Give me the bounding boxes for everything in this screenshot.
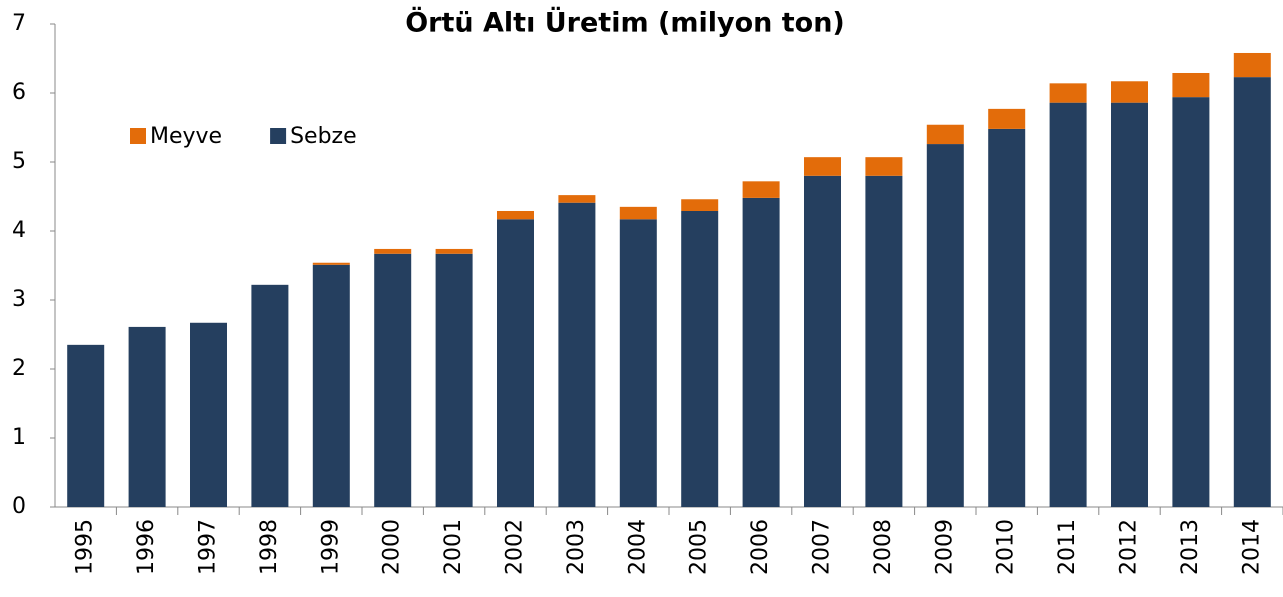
bar-segment — [497, 219, 534, 507]
bar-segment — [865, 157, 903, 176]
y-tick-label: 4 — [12, 218, 26, 243]
x-tick-label: 1996 — [134, 519, 159, 575]
bar-segment — [926, 124, 964, 145]
y-tick-label: 5 — [12, 149, 26, 174]
bar-segment — [374, 253, 412, 507]
bar-segment — [926, 144, 964, 507]
x-tick-label: 1997 — [196, 519, 221, 575]
bar-segment — [804, 175, 841, 508]
bar-segment — [1172, 72, 1210, 98]
x-tick-label: 2003 — [564, 519, 589, 575]
bar-segment — [312, 262, 350, 265]
bar-segment — [312, 264, 350, 507]
bar-segment — [619, 206, 657, 220]
x-tick-label: 2007 — [810, 519, 835, 575]
bar-segment — [497, 210, 534, 220]
bar-segment — [558, 202, 596, 507]
y-tick-label: 6 — [12, 80, 26, 105]
bar-segment — [619, 219, 657, 507]
legend-label: Sebze — [290, 124, 357, 149]
bar-segment — [1233, 77, 1271, 507]
x-tick-label: 2006 — [748, 519, 773, 575]
legend-swatch — [130, 128, 146, 144]
chart-title: Örtü Altı Üretim (milyon ton) — [405, 6, 845, 39]
bar-segment — [1111, 102, 1148, 507]
x-tick-label: 2011 — [1055, 519, 1080, 575]
bar-segment — [681, 210, 719, 508]
x-tick-label: 1998 — [257, 519, 282, 575]
x-tick-label: 2000 — [380, 519, 405, 575]
bar-segment — [742, 181, 780, 198]
x-tick-label: 2010 — [994, 519, 1019, 575]
bar-segment — [988, 108, 1026, 129]
y-tick-label: 0 — [12, 494, 26, 519]
bar-segment — [1233, 52, 1271, 78]
bar-segment — [1111, 81, 1148, 103]
bar-segment — [1172, 97, 1210, 507]
legend-label: Meyve — [150, 124, 222, 149]
bar-segment — [128, 326, 166, 507]
bar-segment — [374, 248, 412, 254]
x-tick-label: 1999 — [318, 519, 343, 575]
bar-segment — [251, 284, 289, 507]
bar-segment — [988, 128, 1026, 507]
bar-segment — [681, 199, 719, 211]
bar-segment — [1049, 83, 1087, 103]
y-tick-label: 7 — [12, 11, 26, 36]
x-tick-label: 2013 — [1178, 519, 1203, 575]
bar-segment — [67, 344, 105, 507]
x-tick-label: 2005 — [687, 519, 712, 575]
bar-segment — [804, 157, 841, 176]
x-tick-label: 2001 — [441, 519, 466, 575]
bar-segment — [742, 197, 780, 507]
bar-segment — [865, 175, 903, 508]
bar-segment — [558, 195, 596, 203]
bar-segment — [435, 248, 473, 254]
bar-segment — [190, 322, 227, 507]
y-tick-label: 2 — [12, 356, 26, 381]
bar-segment — [435, 253, 473, 507]
legend-swatch — [270, 128, 287, 144]
x-tick-label: 2008 — [871, 519, 896, 575]
x-tick-label: 2004 — [625, 519, 650, 575]
bar-segment — [1049, 102, 1087, 507]
x-tick-label: 2009 — [932, 519, 957, 575]
y-tick-label: 1 — [12, 425, 26, 450]
x-tick-label: 2002 — [503, 519, 528, 575]
x-tick-label: 1995 — [73, 519, 98, 575]
y-tick-label: 3 — [12, 287, 26, 312]
x-tick-label: 2012 — [1117, 519, 1142, 575]
x-tick-label: 2014 — [1239, 519, 1264, 575]
